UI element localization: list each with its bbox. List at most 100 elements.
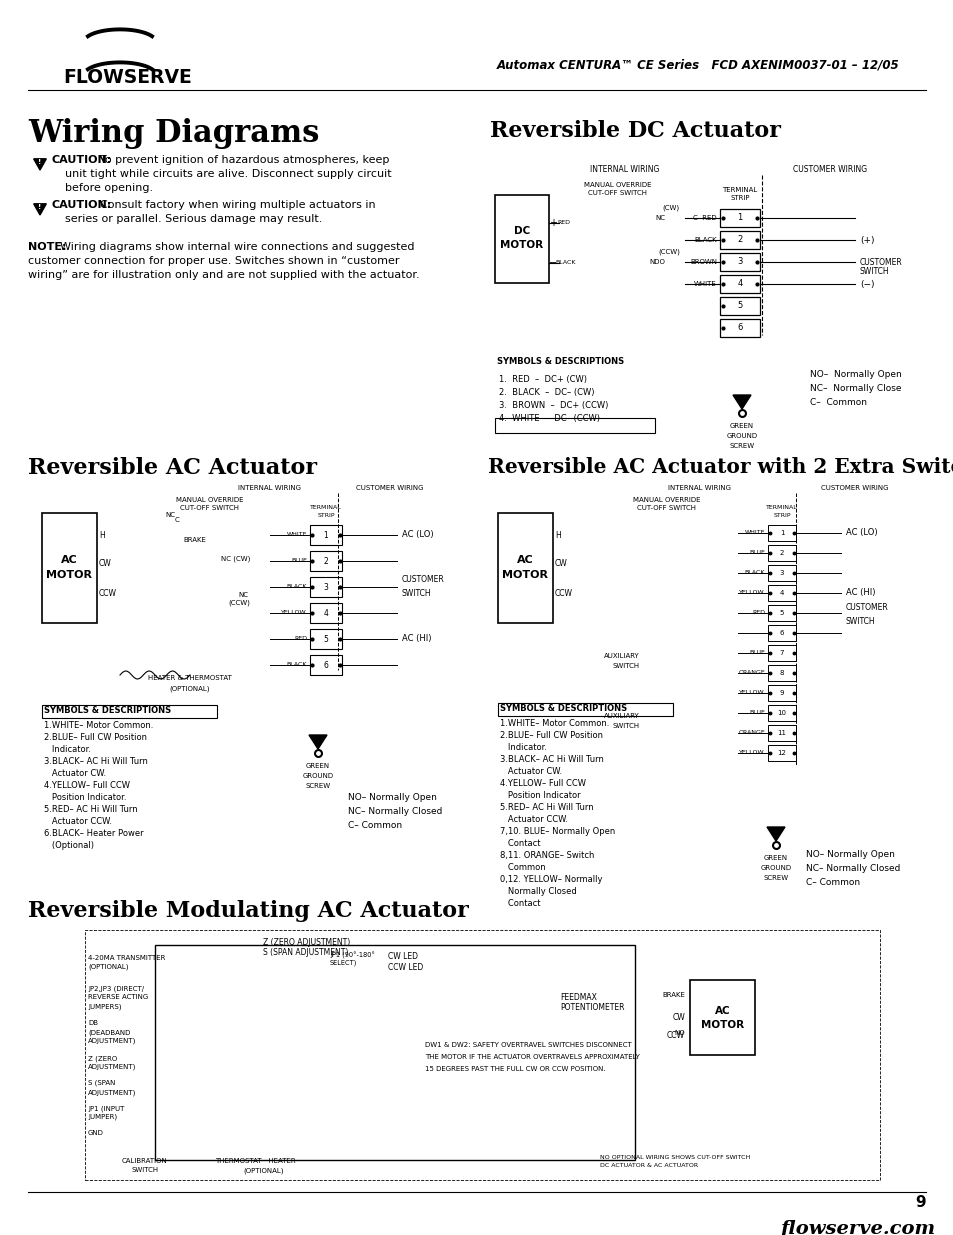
Text: 2.  BLACK  –  DC– (CW): 2. BLACK – DC– (CW) <box>498 388 594 396</box>
Text: THERMOSTAT   HEATER: THERMOSTAT HEATER <box>214 1158 295 1165</box>
Text: DW1 & DW2: SAFETY OVERTRAVEL SWITCHES DISCONNECT: DW1 & DW2: SAFETY OVERTRAVEL SWITCHES DI… <box>424 1042 631 1047</box>
Text: 4: 4 <box>737 279 741 289</box>
Text: 1.WHITE– Motor Common.: 1.WHITE– Motor Common. <box>44 721 153 730</box>
Text: Reversible DC Actuator: Reversible DC Actuator <box>490 120 781 142</box>
Text: Position Indicator.: Position Indicator. <box>44 793 127 802</box>
Text: 3.BLACK– AC Hi Will Turn: 3.BLACK– AC Hi Will Turn <box>44 757 148 766</box>
Text: CUT-OFF SWITCH: CUT-OFF SWITCH <box>637 505 696 511</box>
Text: ADJUSTMENT): ADJUSTMENT) <box>88 1089 136 1095</box>
Text: CUSTOMER WIRING: CUSTOMER WIRING <box>792 165 866 174</box>
Text: 5: 5 <box>779 610 783 616</box>
Text: STRIP: STRIP <box>729 195 749 201</box>
Text: BRAKE: BRAKE <box>661 992 684 998</box>
Text: NO– Normally Open: NO– Normally Open <box>348 793 436 802</box>
Text: (OPTIONAL): (OPTIONAL) <box>170 685 210 692</box>
Bar <box>767 525 795 541</box>
Bar <box>767 545 795 561</box>
Text: !: ! <box>38 159 42 165</box>
Text: Consult factory when wiring multiple actuators in: Consult factory when wiring multiple act… <box>100 200 375 210</box>
Text: +: + <box>548 219 557 228</box>
Text: Common: Common <box>499 863 545 872</box>
Text: C  RED: C RED <box>693 215 717 221</box>
Text: CW LED: CW LED <box>388 952 417 961</box>
Text: 4-20MA TRANSMITTER: 4-20MA TRANSMITTER <box>88 955 165 961</box>
Text: 7,10. BLUE– Normally Open: 7,10. BLUE– Normally Open <box>499 827 615 836</box>
Polygon shape <box>732 395 750 409</box>
Text: 5: 5 <box>737 301 741 310</box>
Text: BLACK: BLACK <box>743 571 764 576</box>
Text: TERMINAL: TERMINAL <box>765 505 797 510</box>
Text: Reversible AC Actuator: Reversible AC Actuator <box>28 457 316 479</box>
Bar <box>767 585 795 601</box>
Text: AC (HI): AC (HI) <box>401 635 431 643</box>
Text: SYMBOLS & DESCRIPTIONS: SYMBOLS & DESCRIPTIONS <box>497 357 623 366</box>
Text: NOTE:: NOTE: <box>28 242 67 252</box>
Bar <box>767 645 795 661</box>
Text: Position Indicator: Position Indicator <box>499 790 580 800</box>
Text: CAUTION:: CAUTION: <box>52 200 112 210</box>
Text: ADJUSTMENT): ADJUSTMENT) <box>88 1037 136 1045</box>
Text: GND: GND <box>88 1130 104 1136</box>
Text: 2.BLUE– Full CW Position: 2.BLUE– Full CW Position <box>499 731 602 740</box>
Text: INTERNAL WIRING: INTERNAL WIRING <box>238 485 301 492</box>
Text: BLUE: BLUE <box>291 558 307 563</box>
Text: GROUND: GROUND <box>725 433 757 438</box>
Text: TERMINAL: TERMINAL <box>310 505 341 510</box>
Text: MOTOR: MOTOR <box>500 240 543 249</box>
Text: SCREW: SCREW <box>729 443 754 450</box>
Bar <box>495 417 655 433</box>
Text: 2: 2 <box>779 550 783 556</box>
Text: flowserve.com: flowserve.com <box>780 1220 934 1235</box>
Text: DB: DB <box>88 1020 98 1026</box>
Bar <box>720 275 760 293</box>
Text: S (SPAN: S (SPAN <box>88 1079 115 1087</box>
Text: NC (CW): NC (CW) <box>220 556 250 562</box>
Text: (CW): (CW) <box>662 205 679 211</box>
Text: 5.RED– AC Hi Will Turn: 5.RED– AC Hi Will Turn <box>44 805 137 814</box>
Text: CW: CW <box>672 1014 684 1023</box>
Text: CUT-OFF SWITCH: CUT-OFF SWITCH <box>588 190 647 196</box>
Bar <box>767 664 795 680</box>
Bar <box>767 745 795 761</box>
Text: INTERNAL WIRING: INTERNAL WIRING <box>590 165 659 174</box>
Text: BLACK: BLACK <box>694 237 717 243</box>
Text: CUSTOMER WIRING: CUSTOMER WIRING <box>355 485 423 492</box>
Text: 1: 1 <box>779 530 783 536</box>
Polygon shape <box>766 827 784 841</box>
Text: CCW: CCW <box>555 589 573 598</box>
Text: Actuator CCW.: Actuator CCW. <box>499 815 567 824</box>
Text: 6: 6 <box>323 661 328 669</box>
Text: 10: 10 <box>777 710 785 716</box>
Text: NC– Normally Closed: NC– Normally Closed <box>805 864 900 873</box>
Text: (+): (+) <box>859 236 874 245</box>
Text: Reversible Modulating AC Actuator: Reversible Modulating AC Actuator <box>28 900 468 923</box>
Text: JUMPER): JUMPER) <box>88 1114 117 1120</box>
Text: YELLOW: YELLOW <box>739 590 764 595</box>
Bar <box>767 605 795 621</box>
Text: RED: RED <box>294 636 307 641</box>
Text: 2: 2 <box>737 236 741 245</box>
Bar <box>720 209 760 227</box>
Text: 3: 3 <box>779 571 783 576</box>
Text: RED: RED <box>751 610 764 615</box>
Bar <box>689 981 754 1055</box>
Text: Z (ZERO ADJUSTMENT): Z (ZERO ADJUSTMENT) <box>263 939 350 947</box>
Text: BROWN: BROWN <box>689 259 717 266</box>
Bar <box>720 319 760 337</box>
Text: Actuator CW.: Actuator CW. <box>499 767 561 776</box>
Text: BLACK: BLACK <box>286 662 307 667</box>
Text: YELLOW: YELLOW <box>739 690 764 695</box>
Text: 3: 3 <box>737 258 741 267</box>
Bar <box>720 296 760 315</box>
Text: 1.WHITE– Motor Common.: 1.WHITE– Motor Common. <box>499 719 609 727</box>
Text: CAUTION:: CAUTION: <box>52 156 112 165</box>
Text: H: H <box>555 531 560 540</box>
Text: NO– Normally Open: NO– Normally Open <box>805 850 894 860</box>
Text: unit tight while circuits are alive. Disconnect supply circuit: unit tight while circuits are alive. Dis… <box>65 169 392 179</box>
Text: MOTOR: MOTOR <box>700 1020 743 1030</box>
Text: AC: AC <box>714 1007 730 1016</box>
Text: AC (LO): AC (LO) <box>845 529 877 537</box>
Text: Normally Closed: Normally Closed <box>499 887 577 897</box>
Bar <box>42 513 97 622</box>
Bar <box>767 725 795 741</box>
